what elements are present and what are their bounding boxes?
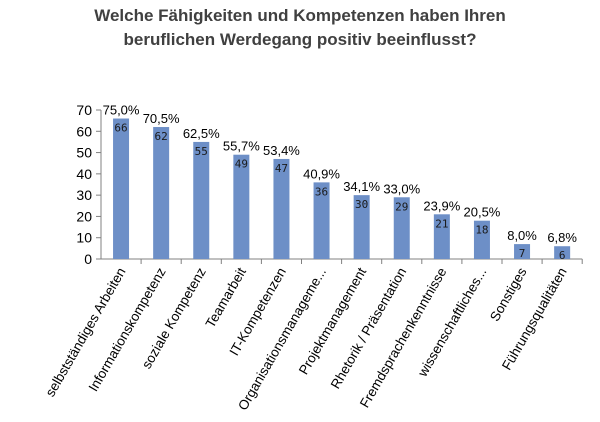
bar-percent-label: 34,1% (343, 179, 380, 194)
bar-value-label: 55 (195, 145, 208, 158)
y-tick-label: 40 (76, 166, 92, 182)
y-tick-label: 30 (76, 187, 92, 203)
bar (433, 214, 450, 259)
bar (193, 141, 210, 259)
bar (353, 195, 370, 259)
bar (113, 118, 130, 259)
bar-percent-label: 62,5% (183, 126, 220, 141)
bar-percent-label: 23,9% (423, 198, 460, 213)
bar (273, 158, 290, 259)
chart-title: Welche Fähigkeiten und Kompetenzen haben… (0, 4, 600, 52)
bar (313, 182, 330, 259)
bar (473, 220, 490, 259)
y-tick-label: 0 (84, 251, 92, 267)
bar-percent-label: 75,0% (103, 103, 140, 118)
bar-percent-label: 70,5% (143, 111, 180, 126)
bar (554, 246, 571, 259)
y-tick-label: 60 (76, 123, 92, 139)
y-tick-label: 70 (76, 102, 92, 118)
bars: 66 75,0% 62 70,5% 55 62,5% 49 55,7% 47 53,4% 36 40,… (103, 103, 578, 263)
bar (153, 127, 170, 260)
y-tick-label: 10 (76, 230, 92, 246)
bar-value-label: 6 (559, 249, 566, 262)
x-labels: selbstständiges ArbeitenInformationskomp… (42, 259, 583, 413)
y-ticks: 0 10 20 30 40 50 60 70 (76, 102, 101, 267)
bar-value-label: 49 (235, 158, 248, 171)
bar-value-label: 47 (275, 162, 288, 175)
x-category-label: Informationskompetenz (86, 265, 169, 394)
bar-percent-label: 53,4% (263, 143, 300, 158)
bar (393, 197, 410, 259)
bar-percent-label: 20,5% (464, 205, 501, 220)
x-category-label: Rhetorik / Präsentation (328, 265, 410, 391)
bar-value-label: 30 (355, 198, 368, 211)
bar-value-label: 29 (395, 200, 408, 213)
x-category-label: Teamarbeit (203, 265, 250, 331)
bar-value-label: 21 (435, 217, 448, 230)
bar-percent-label: 6,8% (547, 230, 577, 245)
bar (514, 244, 531, 259)
bar-value-label: 7 (519, 247, 526, 260)
chart-title-line-1: Welche Fähigkeiten und Kompetenzen haben… (94, 6, 506, 25)
x-category-label: Sonstiges (487, 265, 530, 324)
bar-value-label: 66 (114, 122, 127, 135)
bar-percent-label: 8,0% (507, 228, 537, 243)
bar-value-label: 62 (155, 130, 168, 143)
x-category-label: selbstständiges Arbeiten (42, 265, 128, 399)
bar-percent-label: 33,0% (383, 181, 420, 196)
y-tick-label: 20 (76, 208, 92, 224)
bar (233, 154, 250, 259)
chart-title-line-2: beruflichen Werdegang positiv beeinfluss… (123, 30, 477, 49)
y-tick-label: 50 (76, 145, 92, 161)
bar-percent-label: 40,9% (303, 166, 340, 181)
bar-percent-label: 55,7% (223, 139, 260, 154)
bar-value-label: 18 (475, 224, 488, 237)
bar-value-label: 36 (315, 185, 328, 198)
